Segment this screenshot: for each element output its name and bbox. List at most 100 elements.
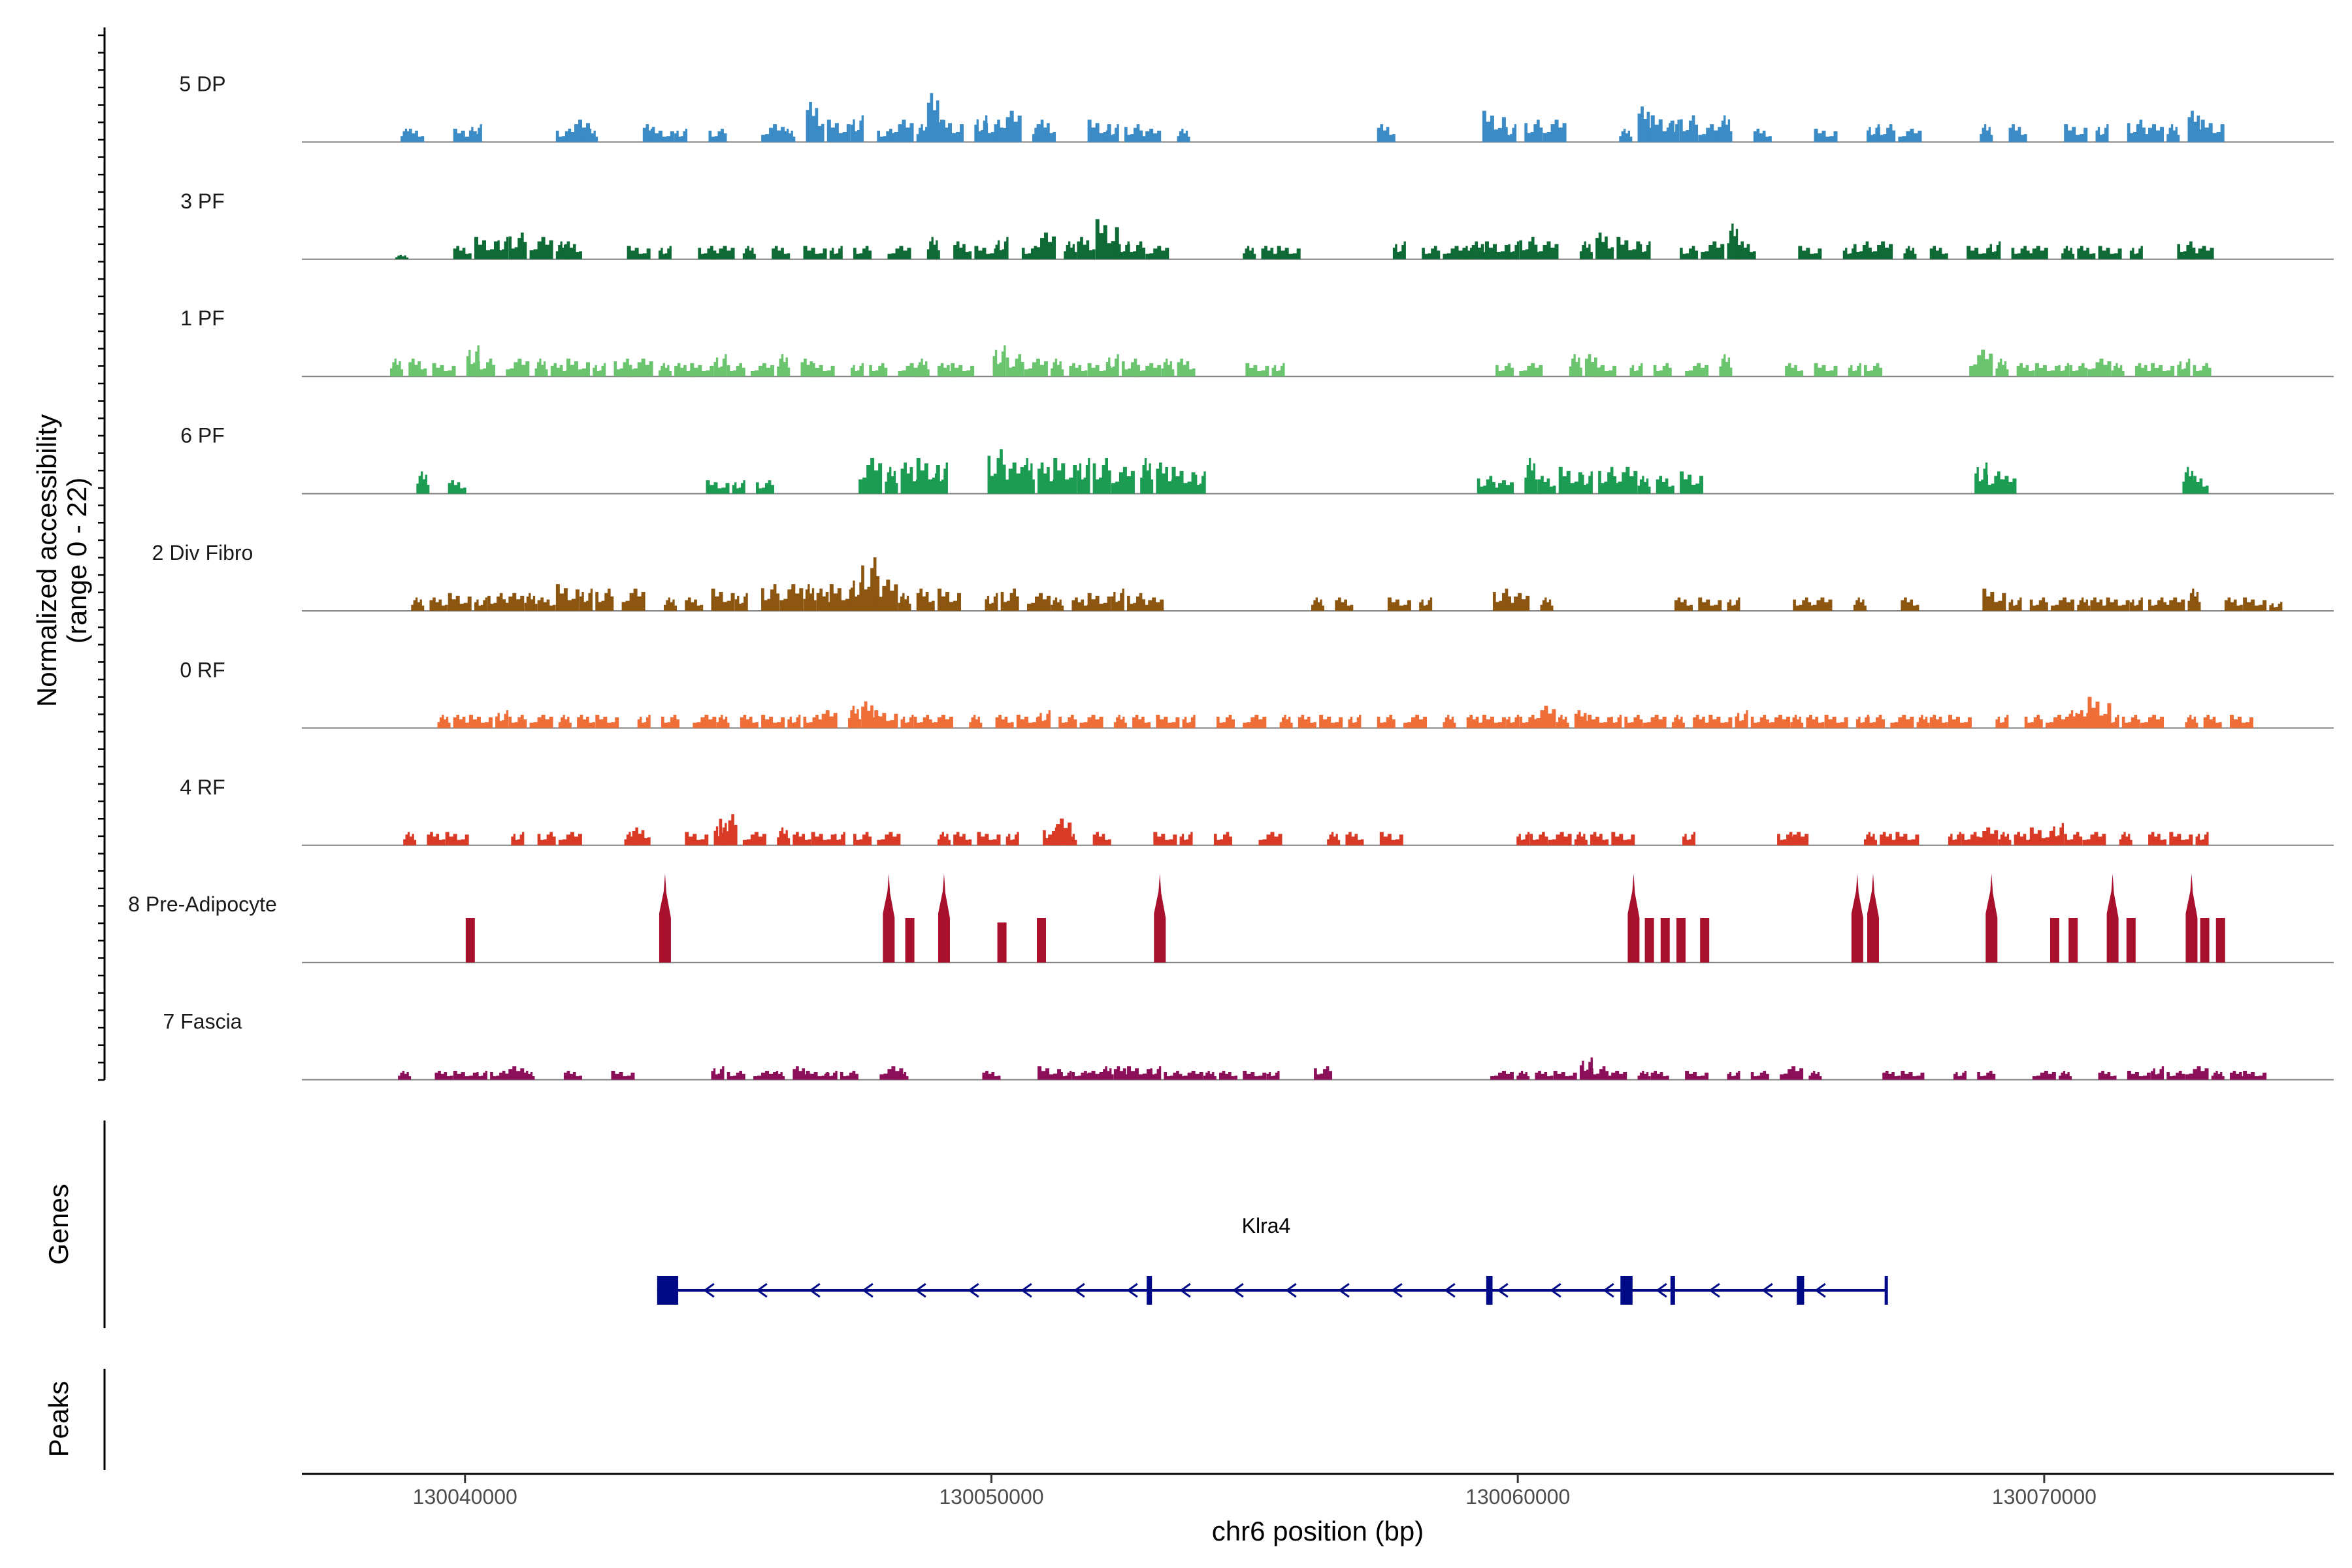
coverage-peak: [1095, 219, 1119, 259]
coverage-peak: [761, 124, 785, 142]
coverage-peak: [537, 597, 556, 611]
coverage-peak: [408, 358, 427, 377]
coverage-peak: [905, 918, 915, 963]
coverage-peak: [711, 1066, 725, 1080]
coverage-peak: [2195, 832, 2209, 845]
coverage-peak: [900, 714, 914, 728]
coverage-peak: [1814, 128, 1838, 142]
coverage-peak: [429, 597, 448, 611]
coverage-peak: [1279, 714, 1293, 728]
coverage-peak: [1671, 714, 1685, 728]
coverage-peak: [1529, 832, 1548, 845]
coverage-peak: [1863, 832, 1877, 845]
coverage-peak: [1629, 363, 1643, 377]
coverage-peak: [2215, 918, 2225, 963]
coverage-peak: [1627, 873, 1640, 963]
coverage-peak: [1021, 458, 1035, 494]
coverage-peak: [874, 710, 898, 728]
coverage-peak: [1311, 597, 1324, 611]
coverage-peak: [913, 714, 932, 728]
coverage-peak: [2059, 1070, 2072, 1080]
x-tick-label: 130050000: [939, 1485, 1043, 1509]
coverage-peak: [1506, 241, 1520, 259]
coverage-peak: [1853, 597, 1867, 611]
coverage-peak: [2064, 124, 2088, 142]
coverage-peak: [508, 714, 527, 728]
coverage-peak: [1766, 714, 1790, 728]
coverage-peak: [1540, 597, 1554, 611]
coverage-peak: [595, 588, 614, 611]
coverage-peak: [1727, 597, 1740, 611]
coverage-peak: [2185, 873, 2198, 963]
coverage-peak: [524, 593, 538, 611]
coverage-peak: [851, 115, 864, 142]
strand-arrow: [1656, 1282, 1667, 1298]
coverage-peak: [1140, 458, 1154, 494]
coverage-peak: [761, 584, 780, 611]
coverage-peak: [753, 1070, 777, 1080]
coverage-peak: [1213, 832, 1232, 845]
coverage-peak: [861, 557, 880, 611]
coverage-peak: [890, 120, 914, 142]
coverage-peak: [1087, 120, 1111, 142]
track-8-pre-adipocyte: 8 Pre-Adipocyte: [128, 873, 2334, 964]
track-7-fascia: 7 Fascia: [163, 1010, 2334, 1081]
track-label: 1 PF: [180, 306, 225, 330]
coverage-peak: [1137, 363, 1162, 377]
coverage-peak: [772, 246, 791, 259]
strand-arrow: [915, 1282, 926, 1298]
track-3-pf: 3 PF: [180, 189, 2334, 260]
coverage-peak: [2095, 124, 2109, 142]
coverage-peak: [1261, 246, 1280, 259]
coverage-peak: [1111, 466, 1135, 494]
coverage-peak: [506, 358, 530, 377]
track-2-div-fibro: 2 Div Fibro: [152, 541, 2334, 612]
coverage-peak: [2190, 476, 2209, 494]
coverage-peak: [1867, 714, 1886, 728]
coverage-peak: [2056, 363, 2070, 377]
coverage-peak: [563, 241, 582, 259]
coverage-peak: [432, 363, 456, 377]
coverage-peak: [1145, 246, 1169, 259]
coverage-peak: [756, 480, 775, 494]
coverage-peak: [1898, 128, 1922, 142]
genes-track-label: Genes: [43, 1184, 74, 1265]
coverage-peak: [713, 354, 727, 377]
coverage-peak: [2051, 823, 2065, 845]
coverage-peak: [969, 714, 983, 728]
coverage-peak: [1482, 110, 1506, 142]
coverage-peak: [1953, 1070, 1967, 1080]
coverage-peak: [1806, 714, 1825, 728]
coverage-peak: [453, 714, 472, 728]
coverage-peak: [390, 358, 404, 377]
coverage-peak: [650, 128, 674, 142]
coverage-peak: [2090, 597, 2109, 611]
coverage-peak: [1808, 597, 1833, 611]
coverage-peak: [782, 128, 796, 142]
coverage-peak: [1595, 232, 1614, 259]
x-tick-label: 130070000: [1992, 1485, 2097, 1509]
strand-arrow: [1285, 1282, 1297, 1298]
coverage-peak: [1037, 1066, 1062, 1080]
coverage-peak: [1087, 593, 1111, 611]
coverage-peak: [1653, 363, 1672, 377]
coverage-peak: [1154, 873, 1166, 963]
coverage-peak: [1642, 714, 1667, 728]
coverage-peak: [2140, 714, 2164, 728]
coverage-peak: [2077, 597, 2091, 611]
coverage-peak: [1345, 832, 1364, 845]
exon: [657, 1276, 679, 1305]
coverage-peak: [2106, 873, 2119, 963]
coverage-peak: [992, 345, 1006, 377]
coverage-peak: [2148, 832, 2167, 845]
coverage-peak: [1127, 1066, 1151, 1080]
coverage-peak: [1793, 597, 1812, 611]
coverage-peak: [1750, 1070, 1769, 1080]
coverage-peak: [1614, 466, 1638, 494]
y-axis-title: Normalized accessibility: [31, 414, 62, 707]
coverage-peak: [1105, 124, 1119, 142]
coverage-peak: [1682, 832, 1696, 845]
coverage-peak: [1619, 128, 1633, 142]
coverage-peak: [716, 714, 730, 728]
